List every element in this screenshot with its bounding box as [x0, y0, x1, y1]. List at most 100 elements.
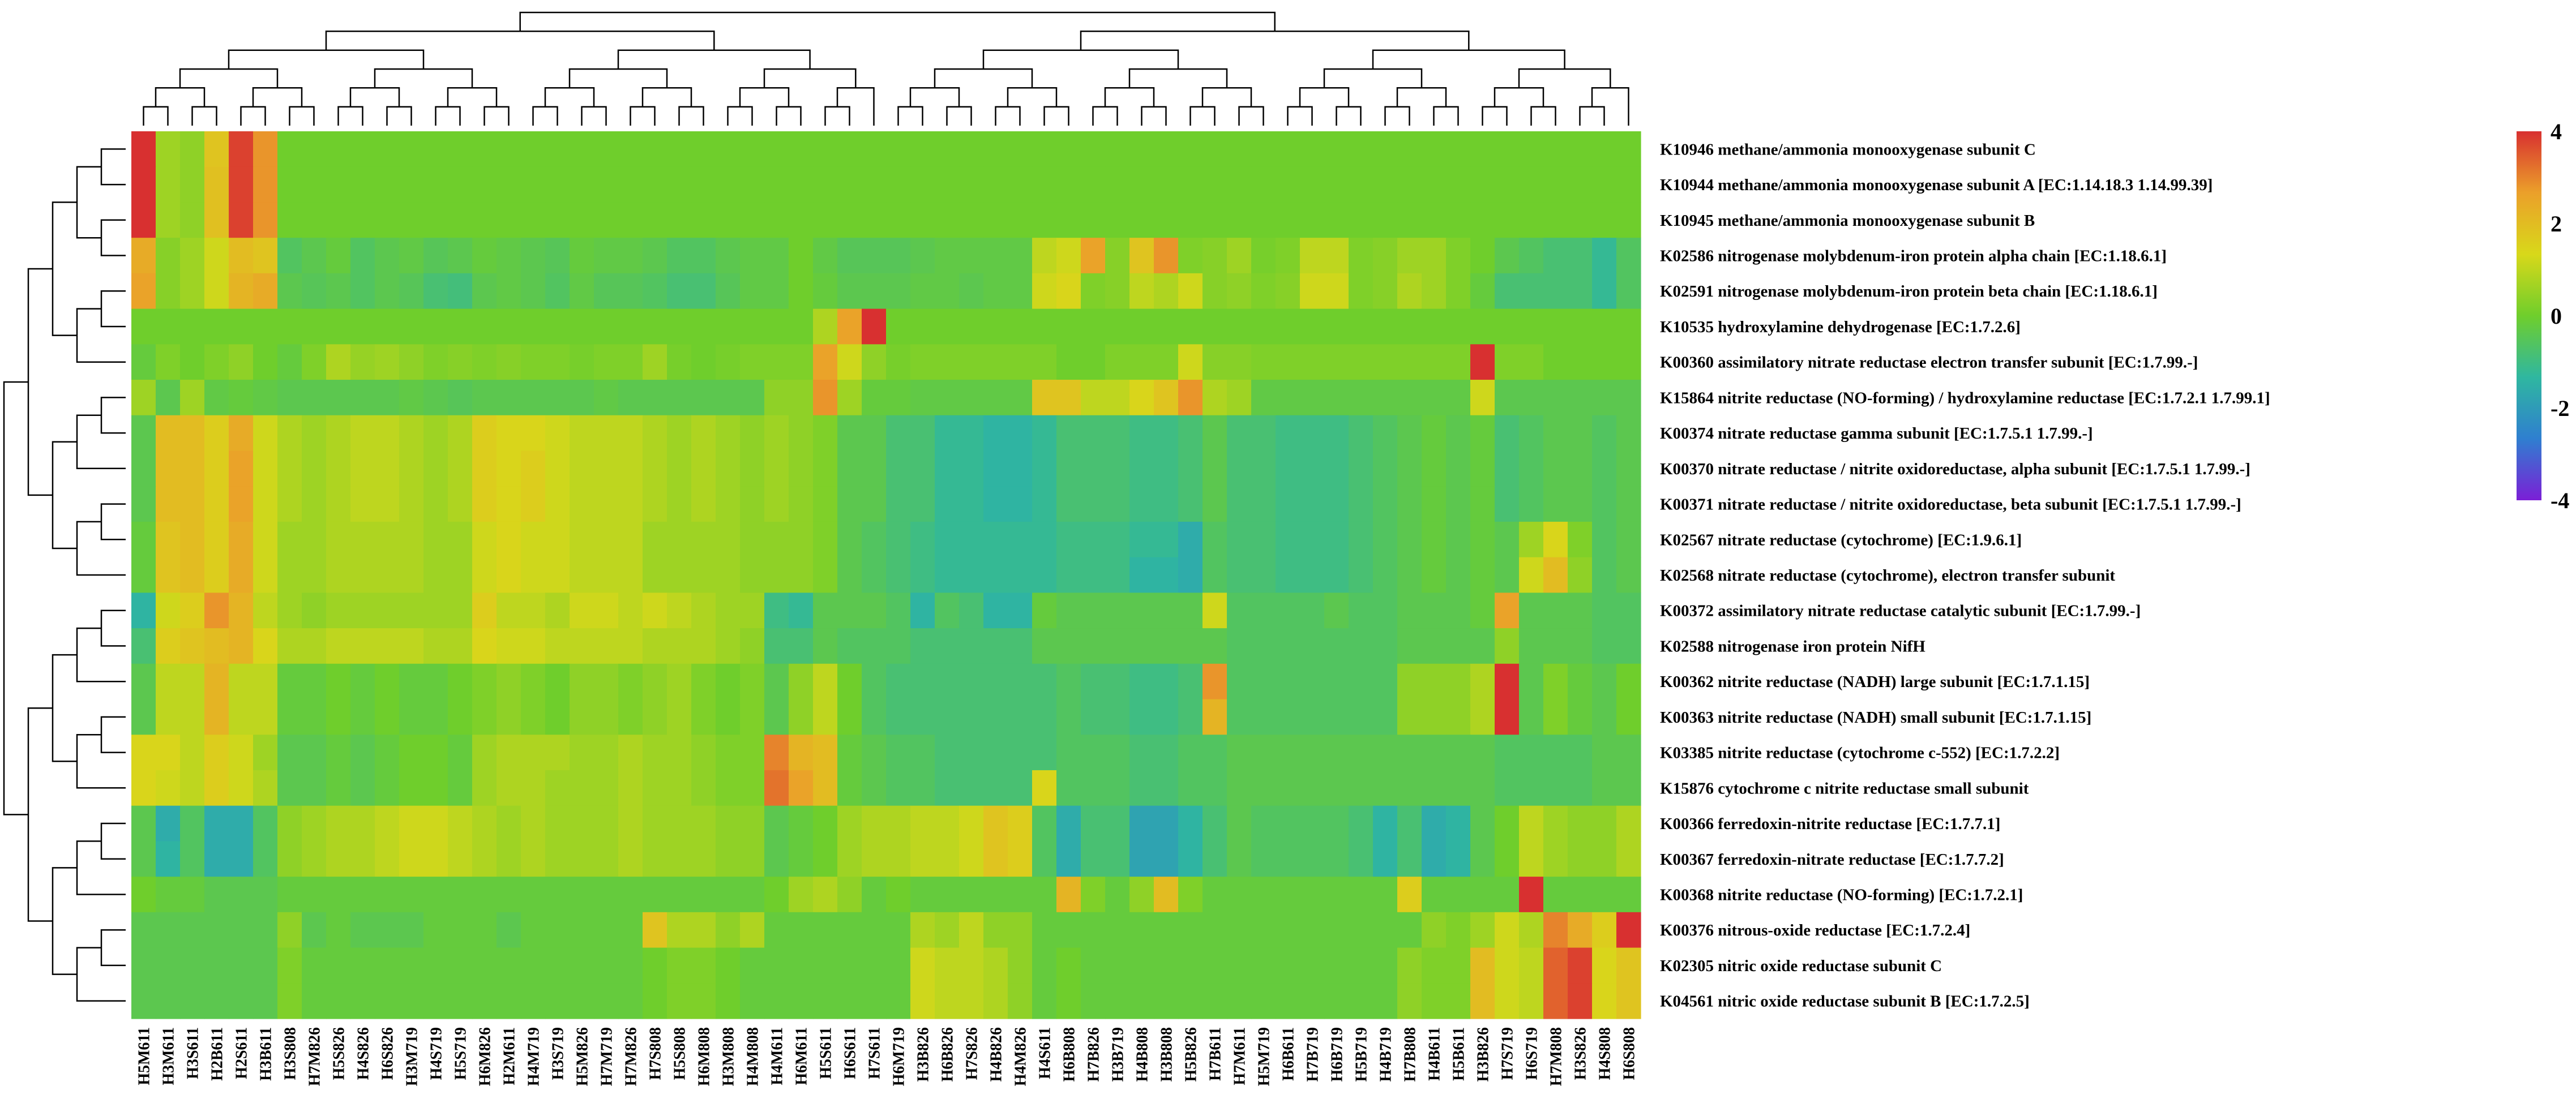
- heatmap-cell: [229, 450, 254, 487]
- heatmap-cell: [959, 841, 984, 877]
- heatmap-cell: [1592, 593, 1617, 629]
- dendrogram-branch: [1128, 68, 1228, 88]
- heatmap-cell: [1081, 450, 1106, 487]
- heatmap-cell: [1056, 486, 1081, 522]
- heatmap-cell: [229, 628, 254, 664]
- heatmap-cell: [156, 983, 181, 1019]
- heatmap-cell: [423, 486, 448, 522]
- color-scale-tick: -2: [2551, 396, 2569, 421]
- heatmap-cell: [789, 273, 814, 310]
- heatmap-cell: [691, 415, 716, 452]
- heatmap-cell: [1324, 735, 1349, 771]
- heatmap-cell: [1129, 415, 1154, 452]
- heatmap-cell: [448, 593, 473, 629]
- heatmap-cell: [594, 877, 619, 913]
- heatmap-cell: [253, 663, 278, 700]
- heatmap-cell: [1178, 486, 1203, 522]
- heatmap-cell: [667, 841, 692, 877]
- heatmap-cell: [350, 912, 375, 948]
- heatmap-cell: [1276, 805, 1300, 842]
- heatmap-cell: [326, 557, 351, 593]
- heatmap-cell: [180, 415, 205, 452]
- heatmap-cell: [1568, 805, 1593, 842]
- heatmap-cell: [935, 166, 960, 203]
- heatmap-cell: [472, 521, 497, 558]
- heatmap-cell: [1276, 628, 1300, 664]
- heatmap-cell: [862, 521, 887, 558]
- heatmap-cell: [1568, 735, 1593, 771]
- heatmap-cell: [1032, 308, 1057, 345]
- heatmap-cell: [1616, 805, 1641, 842]
- heatmap-cell: [813, 912, 838, 948]
- heatmap-cell: [326, 841, 351, 877]
- heatmap-cell: [1592, 877, 1617, 913]
- heatmap-cell: [1300, 486, 1325, 522]
- dendrogram-branch: [1043, 106, 1069, 126]
- heatmap-cell: [1616, 521, 1641, 558]
- heatmap-cell: [935, 202, 960, 238]
- heatmap-cell: [1129, 521, 1154, 558]
- column-label: H3S611: [185, 1027, 202, 1079]
- heatmap-cell: [423, 273, 448, 310]
- heatmap-cell: [1446, 166, 1471, 203]
- heatmap-cell: [1081, 628, 1106, 664]
- heatmap-cell: [1568, 947, 1593, 984]
- heatmap-cell: [375, 663, 400, 700]
- heatmap-cell: [1349, 486, 1373, 522]
- heatmap-cell: [1056, 202, 1081, 238]
- heatmap-cell: [1056, 521, 1081, 558]
- heatmap-cell: [1056, 841, 1081, 877]
- heatmap-cell: [667, 805, 692, 842]
- heatmap-cell: [302, 344, 327, 380]
- heatmap-cell: [910, 131, 935, 168]
- heatmap-cell: [1446, 663, 1471, 700]
- heatmap-cell: [326, 663, 351, 700]
- heatmap-cell: [789, 947, 814, 984]
- dendrogram-branch: [763, 68, 857, 88]
- heatmap-cell: [1178, 415, 1203, 452]
- heatmap-cell: [1543, 663, 1568, 700]
- heatmap-cell: [1446, 877, 1471, 913]
- dendrogram-branch: [349, 87, 400, 107]
- heatmap-cell: [1519, 593, 1544, 629]
- heatmap-cell: [131, 380, 156, 416]
- dendrogram-branch: [568, 68, 668, 88]
- column-label: H3B611: [258, 1027, 275, 1081]
- heatmap-cell: [1422, 415, 1447, 452]
- heatmap-cell: [886, 735, 911, 771]
- heatmap-cell: [740, 202, 765, 238]
- heatmap-cell: [862, 486, 887, 522]
- heatmap-cell: [764, 344, 789, 380]
- heatmap-cell: [253, 735, 278, 771]
- heatmap-cell: [472, 912, 497, 948]
- column-label: H3M808: [720, 1027, 738, 1086]
- heatmap-cell: [302, 380, 327, 416]
- heatmap-cell: [521, 521, 546, 558]
- heatmap-cell: [497, 308, 521, 345]
- color-scale-tick: 4: [2551, 119, 2562, 144]
- heatmap-cell: [1129, 450, 1154, 487]
- heatmap-cell: [1178, 202, 1203, 238]
- column-label: H7M826: [306, 1027, 324, 1086]
- heatmap-cell: [1129, 912, 1154, 948]
- heatmap-cell: [1227, 663, 1252, 700]
- heatmap-cell: [180, 344, 205, 380]
- heatmap-cell: [253, 877, 278, 913]
- heatmap-cell: [1081, 912, 1106, 948]
- heatmap-cell: [1129, 131, 1154, 168]
- heatmap-cell: [399, 663, 424, 700]
- heatmap-cell: [935, 521, 960, 558]
- column-label: H4S611: [1037, 1027, 1054, 1079]
- heatmap-cell: [935, 947, 960, 984]
- heatmap-cell: [570, 344, 594, 380]
- heatmap-cell: [180, 770, 205, 806]
- heatmap-cell: [1105, 947, 1130, 984]
- heatmap-cell: [959, 628, 984, 664]
- heatmap-cells: [131, 131, 1641, 1019]
- heatmap-cell: [1154, 202, 1179, 238]
- heatmap-cell: [1154, 593, 1179, 629]
- heatmap-cell: [959, 308, 984, 345]
- heatmap-cell: [156, 735, 181, 771]
- heatmap-cell: [1422, 238, 1447, 274]
- heatmap-cell: [1129, 735, 1154, 771]
